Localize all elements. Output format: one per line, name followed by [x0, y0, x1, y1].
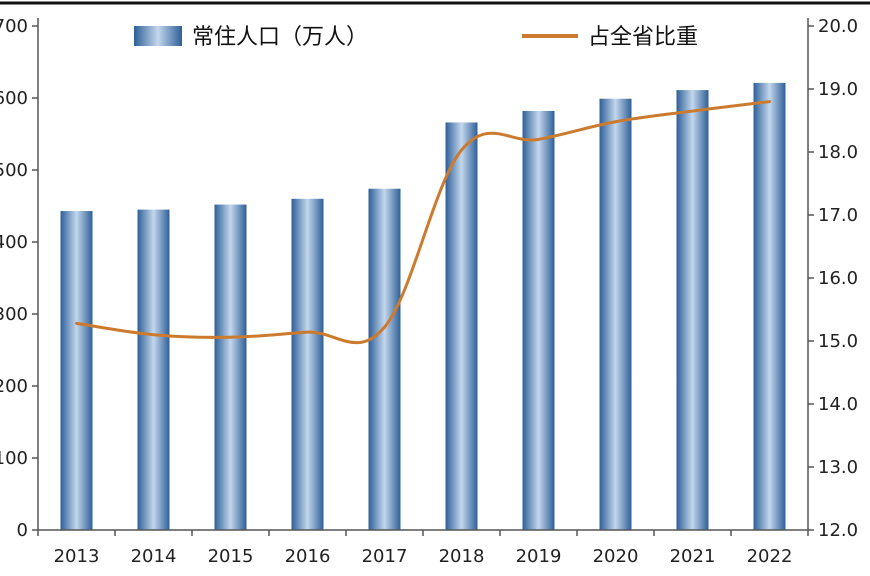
right-tick-label: 14.0 [818, 394, 858, 415]
right-axis-ticks: 12.0 13.0 14.0 15.0 16.0 17.0 18.0 19.0 20.0 [808, 16, 858, 541]
left-tick-label: 200 [0, 376, 28, 397]
x-tick-label-2016: 2016 [285, 546, 331, 567]
x-tick-label-2014: 2014 [131, 546, 177, 567]
bar-2016 [291, 198, 324, 531]
line-series [75, 100, 771, 345]
bar-2021 [676, 90, 709, 530]
x-tick-label-2021: 2021 [670, 546, 716, 567]
bar-2014 [137, 209, 170, 530]
legend: 常住人口（万人） 占全省比重 [134, 25, 698, 50]
right-tick-label: 17.0 [818, 205, 858, 226]
x-tick-label-2018: 2018 [439, 546, 485, 567]
bar-series [60, 82, 786, 531]
left-tick-label: 700 [0, 16, 28, 37]
bar-2017 [368, 188, 401, 530]
right-tick-label: 13.0 [818, 457, 858, 478]
legend-bar-swatch [134, 26, 182, 46]
bar-2019 [522, 110, 555, 531]
right-tick-label: 18.0 [818, 142, 858, 163]
legend-label-share: 占全省比重 [588, 25, 698, 50]
bar-2020 [599, 98, 632, 530]
bar-2022 [753, 82, 786, 530]
x-tick-label-2022: 2022 [747, 546, 793, 567]
bar-2018 [445, 122, 478, 530]
legend-label-population: 常住人口（万人） [192, 25, 368, 50]
left-tick-label: 600 [0, 88, 28, 109]
x-tick-label-2013: 2013 [54, 546, 100, 567]
bar-2015 [214, 204, 247, 530]
left-tick-label: 300 [0, 304, 28, 325]
left-tick-label: 400 [0, 232, 28, 253]
x-tick-label-2015: 2015 [208, 546, 254, 567]
left-tick-label: 0 [17, 520, 28, 541]
x-axis-ticks: 2013 2014 2015 2016 2017 2018 2019 2020 2021 2022 [37, 530, 809, 567]
right-tick-label: 12.0 [818, 520, 858, 541]
x-tick-label-2019: 2019 [516, 546, 562, 567]
right-tick-label: 16.0 [818, 268, 858, 289]
left-axis-ticks: 0 100 200 300 400 500 600 700 [0, 16, 38, 541]
x-tick-label-2020: 2020 [593, 546, 639, 567]
left-tick-label: 500 [0, 160, 28, 181]
left-tick-label: 100 [0, 448, 28, 469]
bar-2013 [60, 211, 93, 531]
right-tick-label: 20.0 [818, 16, 858, 37]
x-tick-label-2017: 2017 [362, 546, 408, 567]
right-tick-label: 19.0 [818, 79, 858, 100]
right-tick-label: 15.0 [818, 331, 858, 352]
